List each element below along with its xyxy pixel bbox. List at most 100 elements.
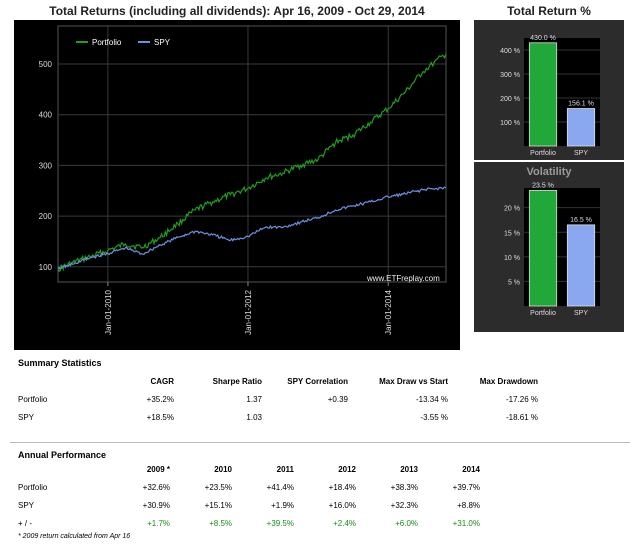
bar-portfolio	[528, 42, 558, 147]
table-cell: -3.55 %	[420, 412, 448, 422]
table-cell: +8.5%	[209, 518, 232, 528]
table-header-cell: 2014	[462, 464, 480, 474]
bar-value-label: 23.5 %	[532, 182, 554, 189]
table-row: + / - +1.7% +8.5% +39.5% +2.4% +6.0% +31.0%	[18, 514, 480, 532]
plot-frame	[57, 25, 447, 283]
footnote: * 2009 return calculated from Apr 16	[18, 533, 131, 540]
table-cell: Portfolio	[18, 394, 48, 404]
bar-category-label: SPY	[574, 310, 588, 317]
bar-value-label: 156.1 %	[568, 101, 594, 108]
legend-label-portfolio: Portfolio	[92, 38, 122, 47]
table-cell: +39.7%	[452, 482, 480, 492]
table-cell: Portfolio	[18, 482, 48, 492]
summary-title: Summary Statistics	[18, 358, 102, 368]
y-tick-label: 100	[39, 263, 53, 272]
total-return-bar-chart: 100 % 200 % 300 % 400 % 430.0 % Portfolio 156.…	[500, 35, 600, 157]
volatility-title: Volatility	[526, 166, 572, 178]
table-header-cell: 2010	[214, 464, 232, 474]
table-cell: +6.0%	[395, 518, 418, 528]
table-cell: +30.9%	[142, 500, 170, 510]
table-cell: +31.0%	[452, 518, 480, 528]
y-tick-label: 300	[39, 161, 53, 170]
bar-value-label: 430.0 %	[530, 35, 556, 42]
table-header-cell	[18, 460, 88, 478]
table-cell: +38.3%	[390, 482, 418, 492]
x-tick-label: Jan-01-2010	[104, 289, 113, 334]
table-cell: +32.6%	[142, 482, 170, 492]
table-cell: +39.5%	[266, 518, 294, 528]
legend-label-spy: SPY	[154, 38, 171, 47]
divider	[10, 442, 630, 443]
table-header-cell: Max Drawdown	[479, 376, 538, 386]
table-row: SPY +30.9% +15.1% +1.9% +16.0% +32.3% +8.8%	[18, 496, 480, 514]
table-header-row: 2009 * 2010 2011 2012 2013 2014	[18, 460, 480, 478]
table-header-cell: Max Draw vs Start	[379, 376, 448, 386]
table-header-cell: SPY Correlation	[287, 376, 348, 386]
bar-y-tick-label: 10 %	[504, 255, 520, 262]
total-return-panel: 100 % 200 % 300 % 400 % 430.0 % Portfolio 156.…	[474, 20, 624, 160]
bar-y-tick-label: 5 %	[508, 279, 520, 286]
watermark: www.ETFreplay.com	[366, 274, 440, 283]
table-cell: +0.39	[327, 394, 348, 404]
table-cell: +15.1%	[204, 500, 232, 510]
table-row: SPY +18.5% 1.03 -3.55 % -18.61 %	[18, 408, 538, 426]
table-header-cell	[18, 372, 104, 390]
volatility-panel: Volatility 5 % 10 % 15 % 20 % 23.5 % Portfoli…	[474, 162, 624, 332]
summary-table: CAGR Sharpe Ratio SPY Correlation Max Draw …	[18, 372, 538, 426]
table-cell: +8.8%	[457, 500, 480, 510]
x-tick-label: Jan-01-2014	[384, 289, 393, 334]
table-cell: +18.5%	[146, 412, 174, 422]
y-tick-label: 500	[39, 60, 53, 69]
y-tick-label: 200	[39, 212, 53, 221]
table-header-cell: 2012	[338, 464, 356, 474]
table-cell: +16.0%	[328, 500, 356, 510]
table-cell: -17.26 %	[505, 394, 538, 404]
table-row: Portfolio +35.2% 1.37 +0.39 -13.34 % -17.26 %	[18, 390, 538, 408]
annual-table: 2009 * 2010 2011 2012 2013 2014 Portfolio +32.6…	[18, 460, 480, 532]
annual-title: Annual Performance	[18, 450, 107, 460]
bar-spy	[566, 108, 596, 147]
total-return-title: Total Return %	[507, 4, 591, 18]
table-header-row: CAGR Sharpe Ratio SPY Correlation Max Draw …	[18, 372, 538, 390]
bar-y-tick-label: 400 %	[500, 48, 520, 55]
table-cell: +1.7%	[147, 518, 170, 528]
main-chart-panel: 100 200 300 400 500 Jan-01-2010 Jan-01-2012 Jan…	[14, 20, 460, 350]
bar-spy	[566, 224, 596, 307]
bar-y-tick-label: 20 %	[504, 206, 520, 213]
table-cell: +23.5%	[204, 482, 232, 492]
table-header-cell: Sharpe Ratio	[212, 376, 262, 386]
bar-category-label: Portfolio	[530, 310, 556, 317]
series-line-portfolio	[57, 53, 447, 272]
bar-portfolio	[528, 190, 558, 307]
table-cell: + / -	[18, 518, 33, 528]
table-cell: +2.4%	[333, 518, 356, 528]
bar-y-tick-label: 15 %	[504, 230, 520, 237]
table-cell: SPY	[18, 500, 35, 510]
volatility-bar-chart: 5 % 10 % 15 % 20 % 23.5 % Portfolio 16.5 % SPY	[504, 182, 600, 317]
bar-y-tick-label: 200 %	[500, 96, 520, 103]
bar-category-label: Portfolio	[530, 150, 556, 157]
series-line-spy	[57, 186, 447, 271]
table-header-cell: 2011	[276, 464, 294, 474]
table-cell: 1.37	[246, 394, 262, 404]
main-chart-title: Total Returns (including all dividends):…	[49, 4, 425, 18]
table-cell: -18.61 %	[505, 412, 538, 422]
table-row: Portfolio +32.6% +23.5% +41.4% +18.4% +38.3% +…	[18, 478, 480, 496]
table-cell: SPY	[18, 412, 35, 422]
table-header-cell: CAGR	[150, 376, 174, 386]
bar-y-tick-label: 100 %	[500, 120, 520, 127]
y-tick-label: 400	[39, 111, 53, 120]
table-cell: +18.4%	[328, 482, 356, 492]
table-header-cell: 2013	[400, 464, 418, 474]
bar-value-label: 16.5 %	[570, 217, 592, 224]
table-cell: +41.4%	[266, 482, 294, 492]
table-header-cell: 2009 *	[146, 464, 170, 474]
x-tick-label: Jan-01-2012	[244, 289, 253, 334]
table-cell: +32.3%	[390, 500, 418, 510]
table-cell: 1.03	[246, 412, 262, 422]
total-returns-line-chart: 100 200 300 400 500 Jan-01-2010 Jan-01-2012 Jan…	[39, 25, 447, 335]
table-cell	[262, 408, 348, 426]
table-cell: +35.2%	[146, 394, 174, 404]
bar-category-label: SPY	[574, 150, 588, 157]
table-cell: -13.34 %	[415, 394, 448, 404]
